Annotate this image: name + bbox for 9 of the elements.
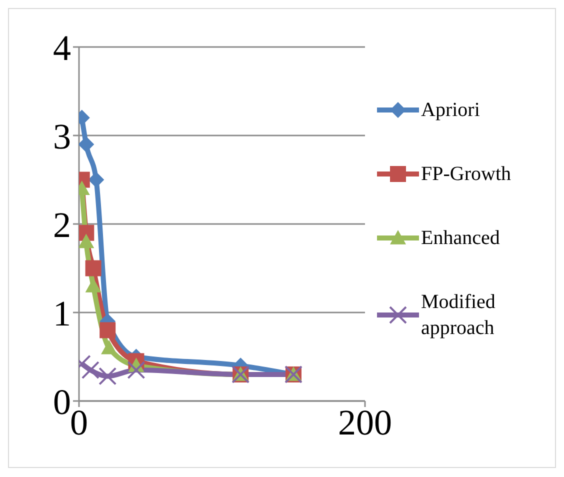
- y-tick-label: 2: [53, 204, 71, 245]
- legend-label: Modified approach: [421, 290, 496, 341]
- y-tick-label: 1: [53, 293, 71, 334]
- legend-label: FP-Growth: [421, 162, 512, 187]
- y-tick-label: 4: [53, 28, 71, 68]
- legend-label: Enhanced: [421, 226, 500, 251]
- legend-label: Apriori: [421, 98, 480, 123]
- x-tick-label: 200: [338, 402, 392, 443]
- y-tick-label: 3: [53, 116, 71, 156]
